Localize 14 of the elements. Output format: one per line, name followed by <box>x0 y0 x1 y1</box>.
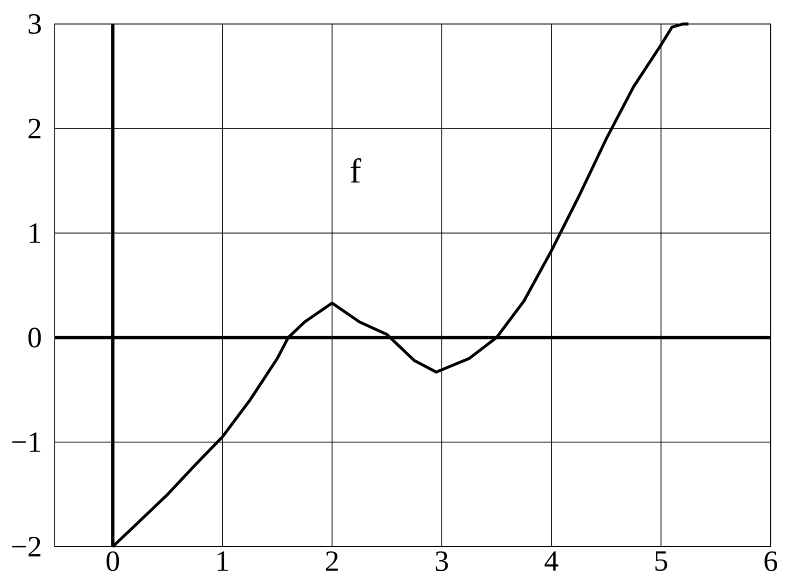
y-tick-label: 3 <box>28 14 41 34</box>
x-tick-label: 4 <box>544 551 558 571</box>
x-tick-label: 0 <box>106 551 120 572</box>
x-tick-label: 5 <box>655 551 668 571</box>
y-tick-label: −2 <box>12 536 40 556</box>
y-tick-label: 1 <box>30 223 40 243</box>
y-tick-label: 2 <box>28 118 40 138</box>
y-tick-label: 0 <box>28 328 41 348</box>
x-tick-label: 1 <box>218 551 228 571</box>
y-tick-label: −1 <box>12 432 40 452</box>
x-tick-label: 2 <box>326 551 338 571</box>
annotation: f <box>350 158 362 183</box>
x-tick-label: 3 <box>436 551 448 572</box>
x-tick-label: 6 <box>764 551 778 572</box>
